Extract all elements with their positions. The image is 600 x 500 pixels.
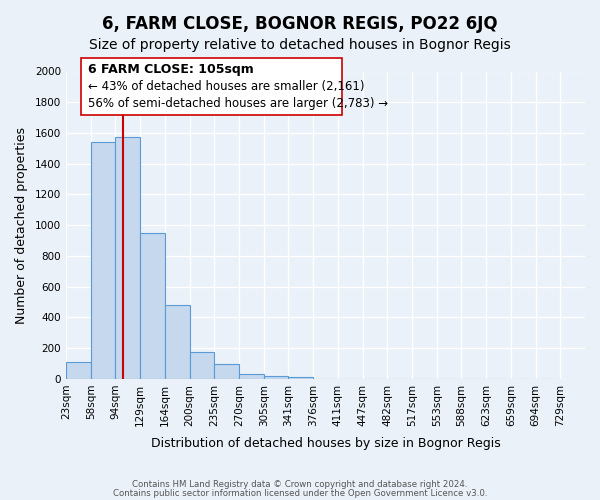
Y-axis label: Number of detached properties: Number of detached properties xyxy=(15,126,28,324)
Text: 6 FARM CLOSE: 105sqm: 6 FARM CLOSE: 105sqm xyxy=(88,64,254,76)
Bar xyxy=(115,137,140,379)
Text: 6, FARM CLOSE, BOGNOR REGIS, PO22 6JQ: 6, FARM CLOSE, BOGNOR REGIS, PO22 6JQ xyxy=(102,15,498,33)
Text: Contains HM Land Registry data © Crown copyright and database right 2024.: Contains HM Land Registry data © Crown c… xyxy=(132,480,468,489)
Text: Size of property relative to detached houses in Bognor Regis: Size of property relative to detached ho… xyxy=(89,38,511,52)
X-axis label: Distribution of detached houses by size in Bognor Regis: Distribution of detached houses by size … xyxy=(151,437,500,450)
Bar xyxy=(289,378,313,379)
Text: ← 43% of detached houses are smaller (2,161): ← 43% of detached houses are smaller (2,… xyxy=(88,80,365,93)
Bar xyxy=(140,233,165,379)
Bar xyxy=(239,374,264,379)
Text: Contains public sector information licensed under the Open Government Licence v3: Contains public sector information licen… xyxy=(113,488,487,498)
Bar xyxy=(190,352,214,379)
Bar xyxy=(264,376,289,379)
Text: 56% of semi-detached houses are larger (2,783) →: 56% of semi-detached houses are larger (… xyxy=(88,96,388,110)
Bar xyxy=(214,364,239,379)
Bar xyxy=(165,305,190,379)
Bar xyxy=(91,142,115,379)
Bar xyxy=(66,362,91,379)
